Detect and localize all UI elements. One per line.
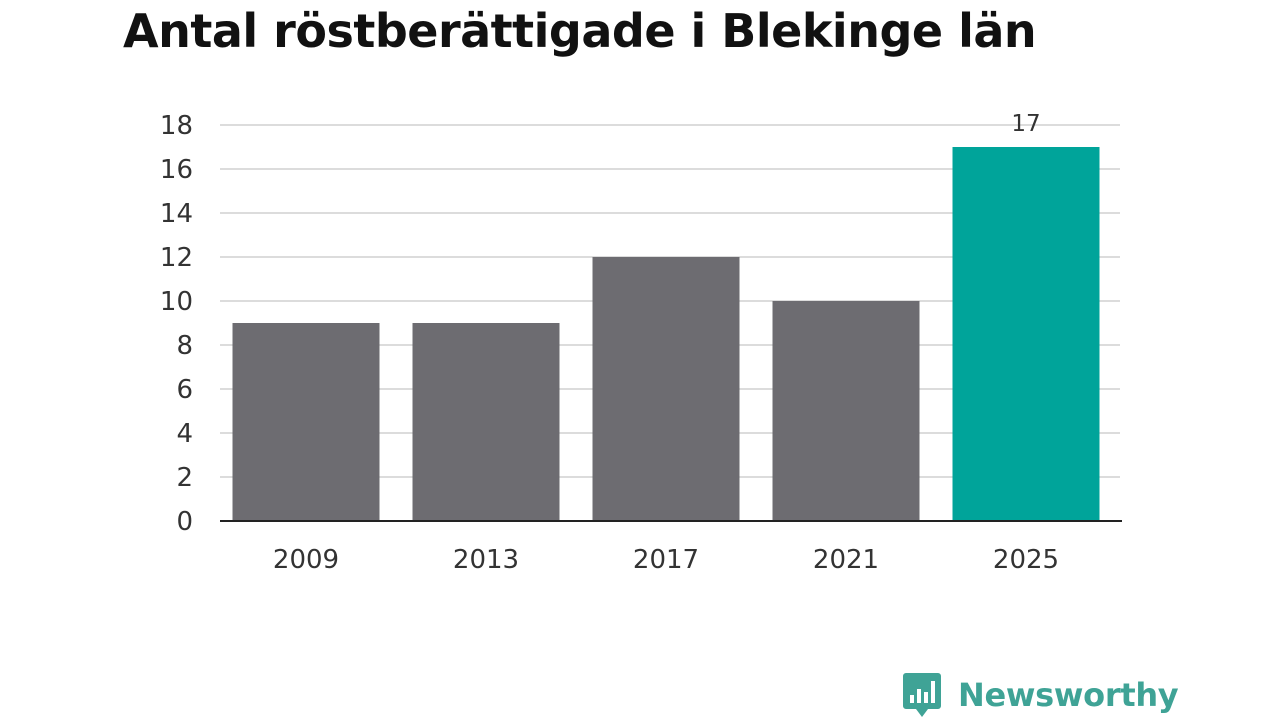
y-tick-label: 12 — [160, 243, 193, 273]
data-labels: 17 — [1011, 111, 1040, 137]
y-tick-label: 0 — [176, 507, 193, 537]
x-tick-label: 2021 — [813, 545, 879, 575]
data-label: 17 — [1011, 111, 1040, 137]
y-axis-ticks: 0 2 4 6 8 10 12 14 16 18 — [160, 111, 193, 537]
logo-text: Newsworthy — [958, 676, 1179, 714]
y-tick-label: 6 — [176, 375, 193, 405]
bars — [232, 147, 1100, 521]
y-tick-label: 2 — [176, 463, 193, 493]
bar-2025 — [952, 147, 1100, 521]
y-tick-label: 8 — [176, 331, 193, 361]
y-tick-label: 18 — [160, 111, 193, 141]
x-tick-label: 2013 — [453, 545, 519, 575]
chart-title: Antal röstberättigade i Blekinge län — [123, 4, 1037, 58]
bar-2021 — [772, 301, 920, 521]
bar-2009 — [232, 323, 380, 521]
y-tick-label: 4 — [176, 419, 193, 449]
y-tick-label: 14 — [160, 199, 193, 229]
bar-2013 — [412, 323, 560, 521]
y-tick-label: 16 — [160, 155, 193, 185]
x-axis-labels: 2009 2013 2017 2021 2025 — [273, 545, 1059, 575]
x-tick-label: 2025 — [993, 545, 1059, 575]
x-tick-label: 2009 — [273, 545, 339, 575]
x-tick-label: 2017 — [633, 545, 699, 575]
bar-2017 — [592, 257, 740, 521]
bar-chart-speech-bubble-icon — [903, 673, 941, 717]
newsworthy-logo: Newsworthy — [902, 670, 1179, 720]
y-tick-label: 10 — [160, 287, 193, 317]
